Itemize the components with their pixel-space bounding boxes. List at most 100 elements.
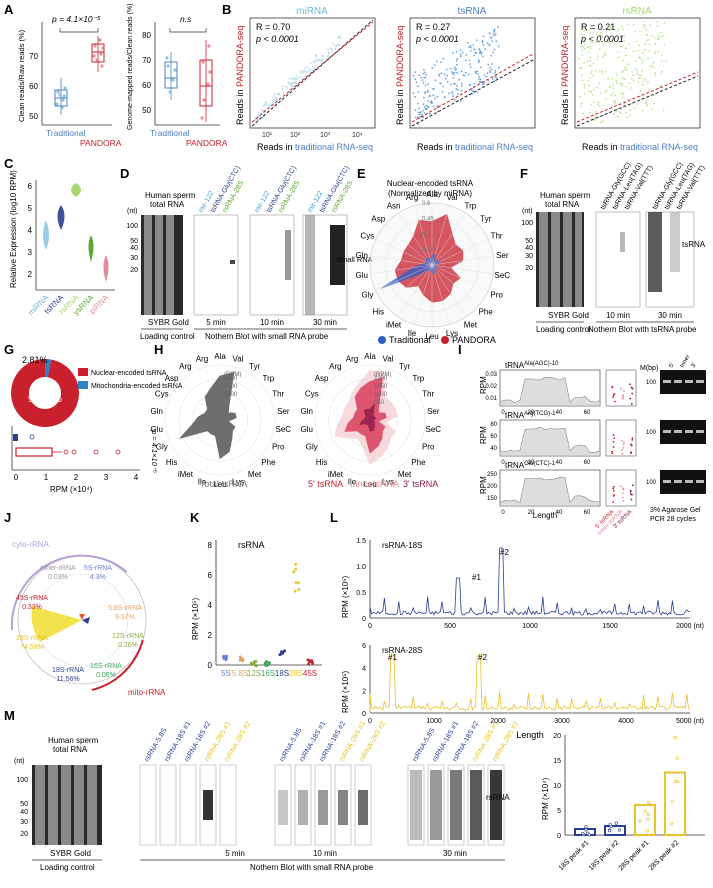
b-scatter-point [661, 54, 664, 56]
i-gel-band [696, 480, 704, 483]
e-ring-label: 0.3 [422, 232, 431, 238]
b-scatter-point [468, 63, 471, 66]
i-mini-point [622, 443, 625, 446]
b-scatter-point [477, 78, 480, 80]
b-scatter-point [662, 109, 665, 112]
b-stat-p-2: p < 0.0001 [415, 34, 459, 44]
b-scatter-point [451, 71, 453, 73]
b-scatter-point [599, 31, 602, 34]
b-scatter-point [309, 62, 312, 65]
b-scatter-point [302, 70, 305, 72]
c-violin-ysrna [88, 235, 94, 262]
b-scatter-point [651, 108, 654, 111]
i-mini-point [631, 437, 634, 439]
b-scatter-point [424, 84, 427, 87]
b-scatter-point [273, 93, 276, 96]
b-scatter-point [489, 66, 491, 69]
i-ytick: 0.03 [485, 372, 497, 378]
b-scatter-point [470, 89, 473, 92]
b-scatter-point [420, 111, 422, 113]
e-axis-label: Leu [425, 332, 438, 341]
i-gel-band [674, 480, 682, 483]
b-scatter-point [623, 35, 626, 38]
b-scatter-point [636, 103, 638, 105]
b-scatter-point [598, 115, 600, 118]
b-scatter-point [488, 32, 491, 35]
b-scatter-point [643, 21, 645, 23]
e-axis-label: Gln [355, 251, 367, 260]
b-scatter-point [590, 38, 593, 41]
h-axis-label: Trp [413, 374, 425, 383]
b-scatter-point [334, 47, 337, 50]
l-ytick: 0 [362, 616, 366, 623]
a-left-pvalue: p = 4.1×10⁻⁵ [51, 14, 101, 24]
b-scatter-point [481, 39, 484, 42]
b-scatter-point [622, 77, 624, 80]
m-cat-label: 18S peak #1 [558, 839, 591, 872]
b-scatter-point [477, 59, 480, 61]
m-blot-band [338, 790, 348, 825]
b-scatter-point [663, 43, 666, 46]
b-scatter-point [422, 81, 425, 84]
b-scatter-point [295, 78, 298, 81]
b-scatter-point [315, 64, 317, 67]
b-title-tsrna: tsRNA [458, 6, 487, 17]
d-tick-20: 20 [130, 267, 138, 274]
b-scatter-point [610, 94, 613, 96]
b-scatter-point [625, 65, 628, 68]
b-scatter-point [615, 73, 618, 76]
b-scatter-point [472, 90, 475, 92]
i-mini-point [623, 441, 625, 444]
i-mini-point [629, 491, 632, 493]
b-scatter-point [596, 58, 599, 60]
b-scatter-point [641, 69, 643, 72]
h-axis-label: Leu [213, 480, 226, 489]
m-blot-lane [427, 764, 445, 846]
b-scatter-point [414, 96, 417, 98]
b-scatter-point [636, 69, 638, 72]
h-radar-series [178, 371, 237, 460]
b-scatter-point [598, 70, 601, 73]
b-scatter-point [594, 111, 597, 113]
i-gel-band [696, 430, 704, 433]
k-point [283, 649, 287, 653]
b-scatter-point [422, 103, 425, 105]
b-scatter-point [424, 76, 427, 79]
b-scatter-point [638, 56, 641, 59]
i-mini-point [620, 485, 623, 488]
b-scatter-point [467, 41, 469, 44]
h-axis-label: Asp [165, 374, 179, 383]
b-scatter-point [621, 84, 623, 87]
b-scatter-point [453, 71, 456, 74]
i-mini-frame [605, 419, 637, 457]
m-blot-band [298, 790, 308, 825]
i-mini-point [612, 396, 615, 398]
panel-letter-d: D [120, 166, 129, 181]
b-scatter-point [276, 93, 279, 96]
i-mini-point [612, 501, 615, 503]
h-axis-label: Pro [272, 443, 285, 452]
k-point [225, 657, 228, 660]
i-ytick: 40 [490, 446, 497, 452]
j-category-pct: 0.06% [96, 672, 116, 679]
m-bottom-label: Nothern Blot with small RNA probe [250, 863, 374, 872]
b-scatter-point [659, 85, 661, 87]
b-scatter-point [653, 94, 656, 97]
b-scatter-point [306, 66, 309, 69]
panel-letter-c: C [4, 156, 14, 171]
b-scatter-point [475, 39, 478, 42]
b-scatter-point [580, 67, 583, 70]
h-axis-label: iMet [328, 470, 344, 479]
e-axis-label: iMet [386, 321, 402, 330]
h-axis-label: iMet [178, 470, 194, 479]
b-scatter-point [645, 101, 648, 103]
b-scatter-point [632, 74, 635, 76]
h-axis-label: Glu [300, 425, 312, 434]
b-scatter-point [320, 60, 323, 63]
b-xlabel-3: Reads in traditional RNA-seq [582, 142, 698, 152]
b-scatter-point [253, 117, 256, 119]
b-scatter-point [443, 73, 446, 75]
b-scatter-point [598, 48, 601, 51]
m-ylabel: RPM (×10⁴) [541, 777, 550, 820]
